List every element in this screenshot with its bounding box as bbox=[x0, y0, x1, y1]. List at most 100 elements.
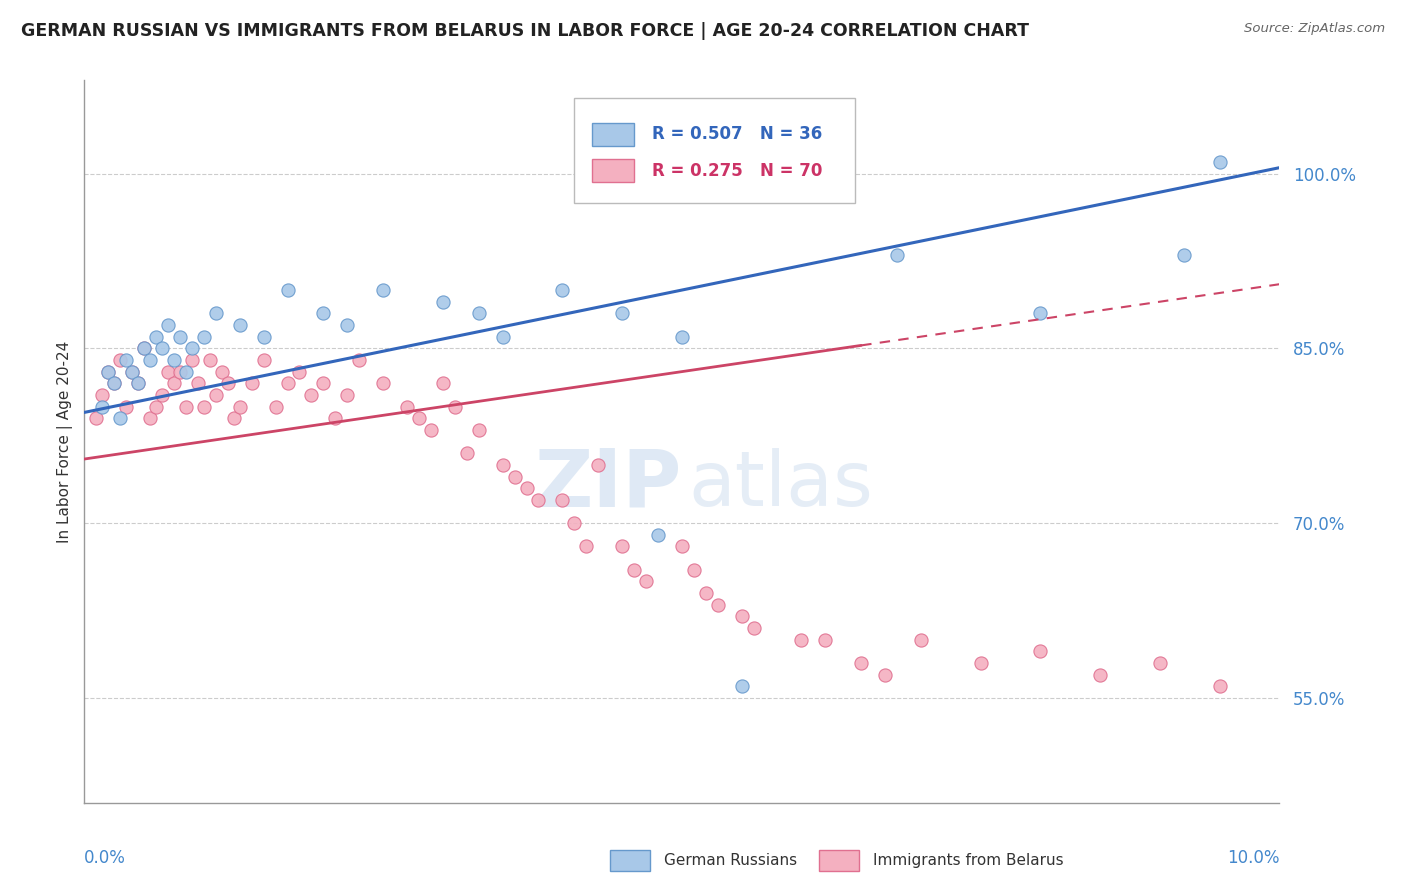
Point bbox=[150, 341, 173, 355]
Point bbox=[139, 411, 162, 425]
Point bbox=[110, 353, 132, 368]
Point bbox=[157, 318, 180, 332]
Text: ZIP: ZIP bbox=[534, 446, 682, 524]
Point bbox=[886, 248, 908, 262]
Point bbox=[444, 400, 467, 414]
Point bbox=[408, 411, 430, 425]
Point bbox=[551, 283, 574, 297]
Text: Source: ZipAtlas.com: Source: ZipAtlas.com bbox=[1244, 22, 1385, 36]
Point bbox=[301, 388, 323, 402]
Point bbox=[205, 388, 228, 402]
Point bbox=[169, 329, 191, 343]
Point bbox=[1209, 154, 1232, 169]
Point bbox=[277, 376, 299, 391]
Point bbox=[647, 528, 669, 542]
Point bbox=[312, 306, 335, 320]
Point bbox=[127, 376, 149, 391]
Point bbox=[163, 376, 186, 391]
Point bbox=[336, 318, 359, 332]
Point bbox=[396, 400, 419, 414]
Point bbox=[1029, 306, 1052, 320]
Point bbox=[970, 656, 993, 670]
Point bbox=[139, 353, 162, 368]
Point bbox=[588, 458, 610, 472]
Point bbox=[695, 586, 717, 600]
Point bbox=[671, 329, 693, 343]
Point bbox=[731, 679, 754, 693]
Point bbox=[910, 632, 932, 647]
Point bbox=[851, 656, 873, 670]
Point bbox=[527, 492, 550, 507]
Point bbox=[97, 365, 120, 379]
Point bbox=[121, 365, 143, 379]
Point bbox=[503, 469, 526, 483]
FancyBboxPatch shape bbox=[575, 98, 855, 203]
Point bbox=[875, 667, 897, 681]
Point bbox=[731, 609, 754, 624]
Point bbox=[193, 400, 215, 414]
Point bbox=[174, 400, 197, 414]
Point bbox=[373, 376, 395, 391]
Point bbox=[336, 388, 359, 402]
Point bbox=[432, 376, 454, 391]
Point bbox=[325, 411, 347, 425]
Point bbox=[312, 376, 335, 391]
Point bbox=[97, 365, 120, 379]
FancyBboxPatch shape bbox=[610, 850, 650, 871]
Point bbox=[456, 446, 478, 460]
Point bbox=[145, 329, 167, 343]
Point bbox=[198, 353, 221, 368]
Point bbox=[671, 540, 693, 554]
Point bbox=[707, 598, 730, 612]
Point bbox=[145, 400, 167, 414]
Point bbox=[150, 388, 173, 402]
Y-axis label: In Labor Force | Age 20-24: In Labor Force | Age 20-24 bbox=[58, 341, 73, 542]
Point bbox=[181, 353, 204, 368]
Text: 0.0%: 0.0% bbox=[84, 849, 127, 867]
Point bbox=[253, 353, 276, 368]
Text: R = 0.275   N = 70: R = 0.275 N = 70 bbox=[652, 161, 823, 179]
Point bbox=[1209, 679, 1232, 693]
Text: atlas: atlas bbox=[688, 448, 873, 522]
Point bbox=[468, 423, 491, 437]
FancyBboxPatch shape bbox=[592, 159, 634, 182]
Point bbox=[288, 365, 311, 379]
Point bbox=[127, 376, 149, 391]
Point bbox=[492, 329, 515, 343]
FancyBboxPatch shape bbox=[592, 123, 634, 146]
Point bbox=[564, 516, 586, 530]
Point bbox=[229, 400, 252, 414]
Point bbox=[551, 492, 574, 507]
Point bbox=[814, 632, 837, 647]
Point bbox=[163, 353, 186, 368]
Point bbox=[205, 306, 228, 320]
Point bbox=[612, 306, 634, 320]
Point bbox=[91, 388, 114, 402]
Point bbox=[277, 283, 299, 297]
Point bbox=[121, 365, 143, 379]
Point bbox=[229, 318, 252, 332]
Point bbox=[115, 353, 138, 368]
Point bbox=[132, 341, 156, 355]
Point bbox=[349, 353, 371, 368]
Point bbox=[623, 563, 645, 577]
Point bbox=[1149, 656, 1171, 670]
FancyBboxPatch shape bbox=[820, 850, 859, 871]
Point bbox=[742, 621, 765, 635]
Point bbox=[157, 365, 180, 379]
Point bbox=[468, 306, 491, 320]
Point bbox=[187, 376, 209, 391]
Point bbox=[1029, 644, 1052, 658]
Point bbox=[492, 458, 515, 472]
Point bbox=[636, 574, 658, 589]
Point bbox=[420, 423, 443, 437]
Point bbox=[115, 400, 138, 414]
Point bbox=[790, 632, 813, 647]
Point bbox=[373, 283, 395, 297]
Point bbox=[432, 294, 454, 309]
Point bbox=[103, 376, 125, 391]
Point bbox=[612, 540, 634, 554]
Point bbox=[240, 376, 263, 391]
Text: German Russians: German Russians bbox=[664, 853, 797, 868]
Text: R = 0.507   N = 36: R = 0.507 N = 36 bbox=[652, 126, 823, 144]
